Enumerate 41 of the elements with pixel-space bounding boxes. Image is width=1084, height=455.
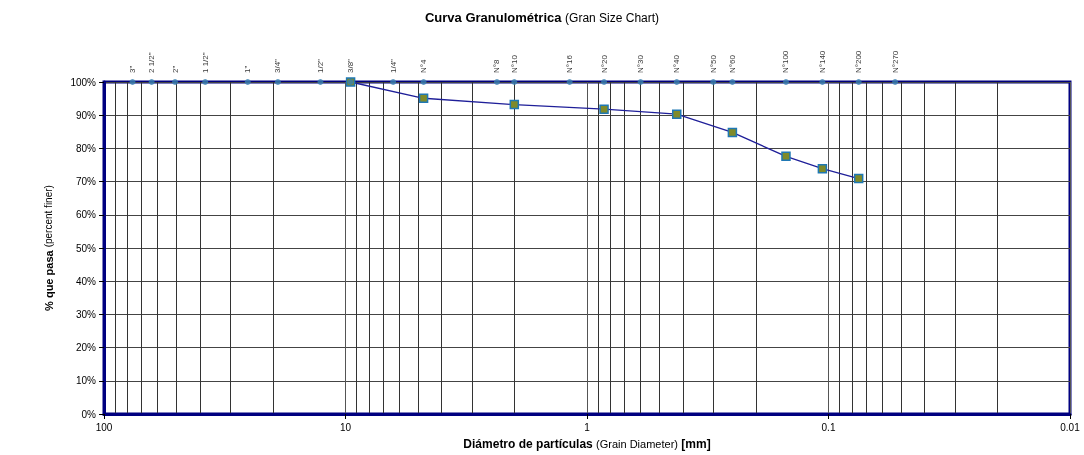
y-tick-label: 0% bbox=[81, 408, 97, 420]
text: N°50 bbox=[708, 54, 718, 73]
text: N°100 bbox=[781, 50, 791, 73]
text: N°30 bbox=[636, 54, 646, 73]
y-tick-label: 30% bbox=[75, 308, 97, 320]
x-tick-label: 10 bbox=[339, 421, 352, 433]
text: N°10 bbox=[509, 54, 519, 73]
text: 1 1/2" bbox=[200, 52, 210, 73]
text: N°16 bbox=[565, 54, 575, 73]
text: 3/4" bbox=[273, 58, 283, 73]
text: 2" bbox=[170, 65, 180, 73]
text: 3" bbox=[128, 65, 138, 73]
text: N°20 bbox=[599, 54, 609, 73]
y-tick-label: 40% bbox=[75, 275, 97, 287]
y-tick-label: 60% bbox=[75, 209, 97, 221]
text: N°4 bbox=[419, 59, 429, 73]
y-tick-label: 90% bbox=[75, 109, 97, 121]
y-tick-label: 20% bbox=[75, 342, 97, 354]
text: N°40 bbox=[672, 54, 682, 73]
text: N°140 bbox=[817, 50, 827, 73]
text: N°270 bbox=[890, 50, 900, 73]
text: N°60 bbox=[727, 54, 737, 73]
text: 2 1/2" bbox=[147, 52, 157, 73]
y-tick-label: 100% bbox=[70, 76, 97, 88]
text: 1" bbox=[243, 65, 253, 73]
chart-title: Curva Granulométrica (Gran Size Chart) bbox=[424, 10, 660, 25]
x-axis-title: Diámetro de partículas (Grain Diameter) [mm] bbox=[463, 437, 711, 451]
x-tick-label: 100 bbox=[95, 421, 113, 433]
y-tick-label: 70% bbox=[75, 176, 97, 188]
text: 3/8" bbox=[346, 58, 356, 73]
text: N°200 bbox=[854, 50, 864, 73]
text: 1/2" bbox=[315, 58, 325, 73]
y-tick-label: 80% bbox=[75, 142, 97, 154]
x-tick-label: 1 bbox=[584, 421, 591, 433]
text: N°8 bbox=[492, 59, 502, 73]
y-tick-label: 50% bbox=[75, 242, 97, 254]
y-tick-label: 10% bbox=[75, 375, 97, 387]
x-tick-label: 0.01 bbox=[1060, 421, 1081, 433]
x-tick-label: 0.1 bbox=[821, 421, 836, 433]
y-axis-title: % que pasa (percent finer) bbox=[42, 185, 55, 311]
text: 1/4" bbox=[388, 58, 398, 73]
